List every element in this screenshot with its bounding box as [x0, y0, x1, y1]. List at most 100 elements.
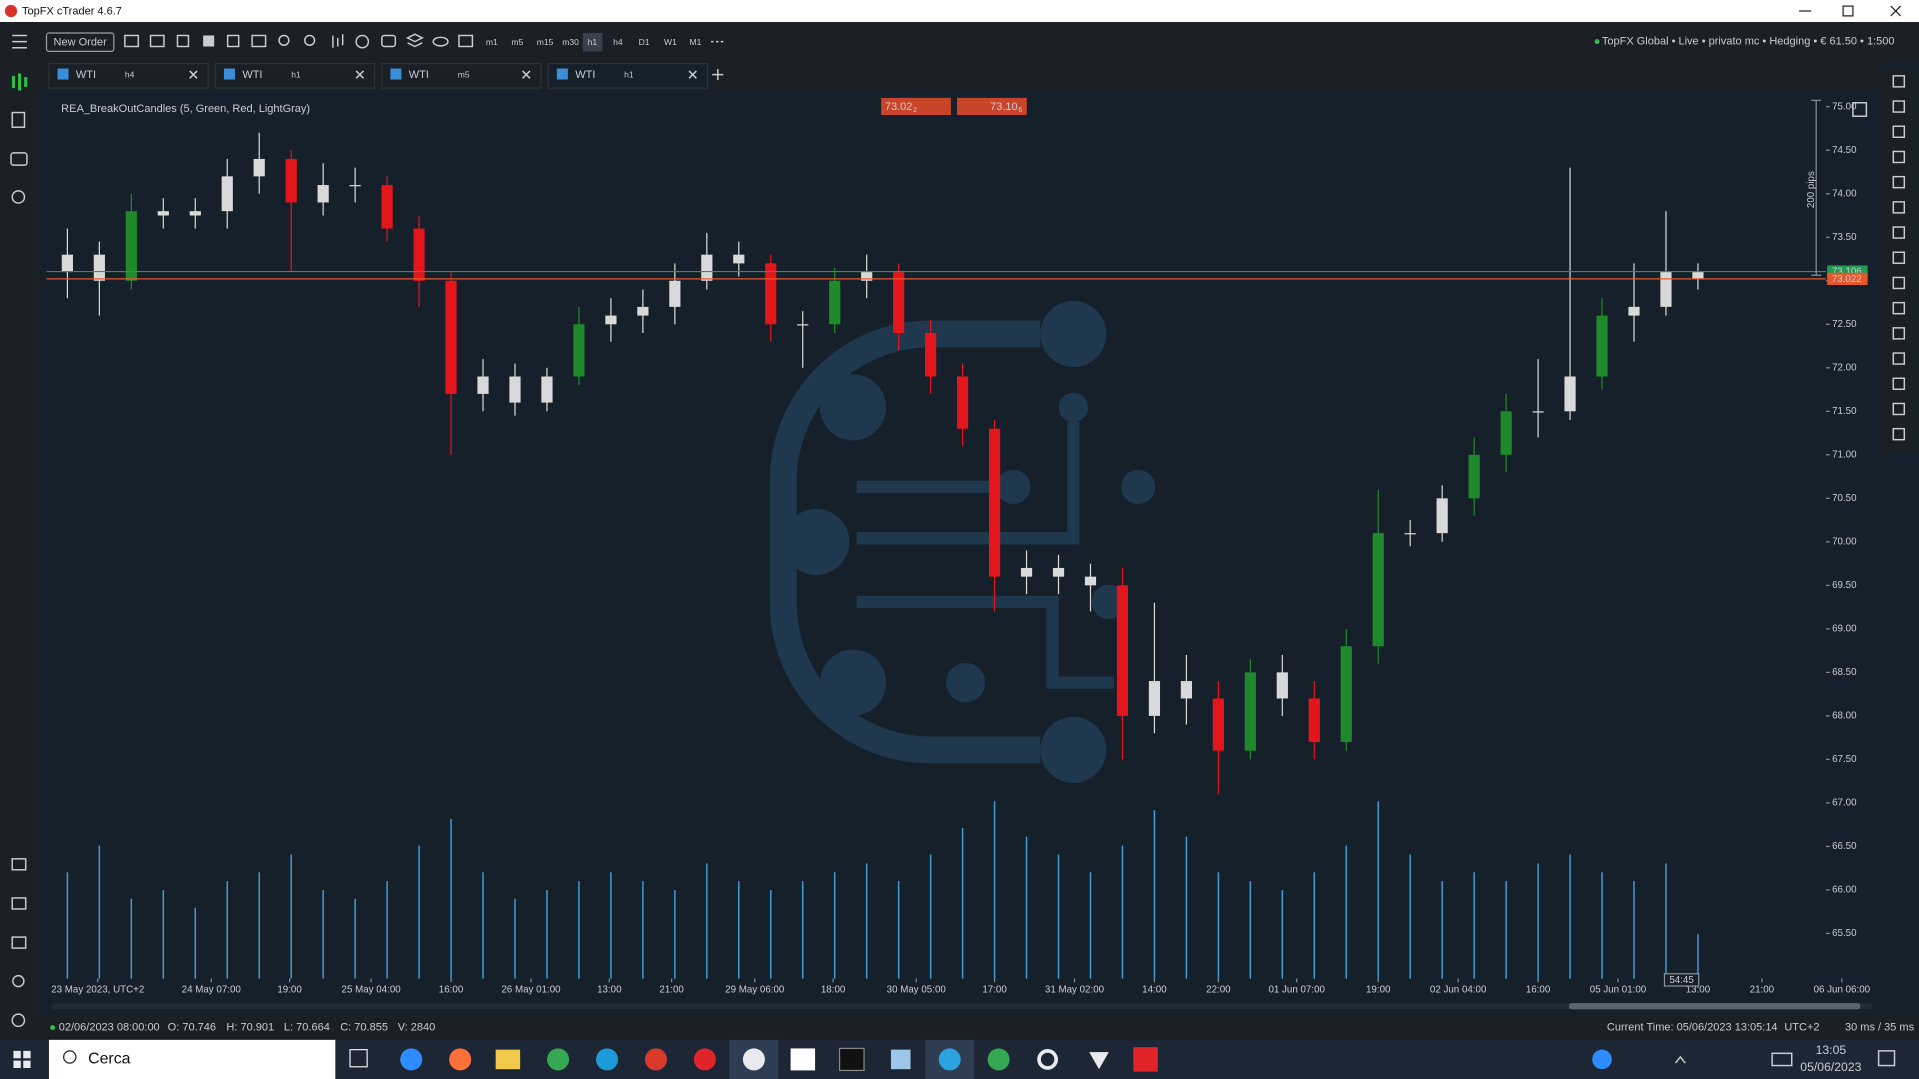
timeframe-button[interactable]: D1	[639, 37, 650, 47]
watermark-logo	[769, 300, 1156, 783]
detach-icon[interactable]	[1852, 102, 1868, 117]
chart-tab[interactable]	[214, 63, 376, 89]
drawing-tool[interactable]	[1892, 352, 1906, 365]
trade-icon[interactable]	[11, 73, 28, 91]
timeframe-button[interactable]: m15	[537, 37, 554, 47]
tool-icon[interactable]	[355, 34, 370, 49]
app-icon[interactable]	[742, 1048, 765, 1071]
tool-icon[interactable]	[332, 34, 344, 48]
app-icon[interactable]	[547, 1048, 570, 1071]
menu-button[interactable]	[12, 34, 27, 49]
add-tab[interactable]	[712, 69, 724, 81]
connection-dot	[50, 1025, 56, 1031]
app-icon[interactable]	[596, 1048, 619, 1071]
timeframe-button[interactable]: m30	[562, 37, 579, 47]
copy-icon[interactable]	[11, 111, 26, 128]
timeframe-button[interactable]: h4	[613, 37, 623, 47]
timeframe-button[interactable]: h1	[588, 37, 598, 47]
app-icon[interactable]	[1089, 1052, 1109, 1070]
drawing-tool[interactable]	[1892, 276, 1906, 290]
app-icon[interactable]	[400, 1048, 423, 1071]
app-icon[interactable]	[449, 1048, 472, 1071]
app-icon[interactable]	[1133, 1047, 1158, 1072]
candle-body	[477, 376, 489, 394]
tool-icon[interactable]	[304, 34, 316, 46]
notification-icon[interactable]	[1877, 1050, 1896, 1067]
drawing-tool[interactable]	[1892, 75, 1906, 88]
scrollbar-thumb[interactable]	[1568, 1003, 1861, 1010]
close-button[interactable]	[1890, 5, 1902, 17]
tab-close[interactable]	[522, 70, 531, 79]
wallet-icon[interactable]	[11, 936, 27, 949]
chart-tab[interactable]	[547, 63, 708, 89]
tool-icon[interactable]	[251, 34, 267, 48]
timeframe-button[interactable]: W1	[664, 37, 677, 47]
app-icon[interactable]	[644, 1048, 667, 1071]
tool-icon[interactable]	[405, 33, 424, 48]
chart-tab[interactable]	[381, 63, 542, 89]
timeframe-button[interactable]: m5	[511, 37, 523, 47]
tool-icon[interactable]	[226, 34, 240, 48]
drawing-tool[interactable]	[1892, 201, 1906, 214]
new-order-button[interactable]	[45, 32, 115, 52]
tool-icon[interactable]	[278, 34, 290, 46]
tab-close[interactable]	[189, 70, 198, 79]
help-icon[interactable]	[11, 1013, 26, 1028]
tab-close[interactable]	[688, 70, 697, 79]
candle-body	[1084, 576, 1097, 586]
tool-icon[interactable]	[432, 36, 449, 47]
app-icon[interactable]	[693, 1048, 716, 1071]
logo-part	[946, 663, 986, 703]
drawing-tool[interactable]	[1892, 301, 1906, 315]
store-icon[interactable]	[11, 897, 27, 910]
app-icon[interactable]	[790, 1048, 816, 1071]
drawing-tool[interactable]	[1892, 377, 1906, 391]
app-icon[interactable]	[349, 1049, 368, 1068]
drawing-tool[interactable]	[1892, 402, 1906, 416]
tab-close[interactable]	[355, 70, 365, 79]
timeframe-button[interactable]: m1	[486, 37, 498, 47]
crosshair-box	[1663, 973, 1700, 987]
drawing-tool[interactable]	[1892, 125, 1906, 138]
tool-icon[interactable]	[458, 34, 474, 48]
app-icon[interactable]	[987, 1048, 1010, 1071]
timeframe-button[interactable]: M1	[690, 37, 702, 47]
analyze-icon[interactable]	[11, 190, 26, 204]
tool-icon[interactable]	[176, 34, 190, 48]
start-button[interactable]	[13, 1050, 31, 1068]
app-icon[interactable]	[495, 1049, 521, 1070]
drawing-tool[interactable]	[1892, 327, 1906, 340]
restore-button[interactable]	[1842, 5, 1854, 17]
tray-icon[interactable]	[1771, 1052, 1793, 1067]
drawing-tool[interactable]	[1892, 226, 1906, 239]
portfolio-icon[interactable]	[11, 858, 27, 871]
tool-icon[interactable]	[381, 34, 397, 48]
drawing-tool[interactable]	[1892, 251, 1906, 265]
tool-icon[interactable]	[124, 34, 140, 48]
x-tick-label: 25 May 04:00	[342, 984, 402, 995]
automate-icon[interactable]	[10, 152, 28, 166]
tray-icon[interactable]	[1674, 1055, 1686, 1064]
drawing-tool[interactable]	[1892, 175, 1906, 189]
drawing-tool[interactable]	[1892, 427, 1906, 441]
app-icon[interactable]	[838, 1047, 865, 1072]
x-tick-label: 22:00	[1206, 984, 1231, 995]
drawing-tool[interactable]	[1892, 100, 1906, 113]
timezone[interactable]: UTC+2	[1784, 1022, 1819, 1034]
app-icon[interactable]	[938, 1048, 961, 1071]
y-tick-label: 73.50	[1832, 232, 1857, 243]
chart-tab[interactable]	[48, 63, 209, 89]
app-icon	[4, 4, 18, 18]
tool-icon[interactable]	[149, 34, 165, 48]
tool-icon[interactable]	[203, 35, 215, 47]
candle-body	[797, 324, 809, 326]
app-icon[interactable]	[890, 1049, 911, 1070]
settings-icon[interactable]	[12, 974, 25, 988]
app-icon[interactable]	[1037, 1049, 1059, 1070]
tray-icon[interactable]	[1592, 1049, 1612, 1070]
drawing-tool[interactable]	[1892, 150, 1906, 164]
y-tick-label: 75.00	[1832, 101, 1857, 112]
sell-button[interactable]	[881, 97, 951, 115]
search-box[interactable]	[48, 1039, 336, 1079]
buy-button[interactable]	[957, 97, 1027, 115]
